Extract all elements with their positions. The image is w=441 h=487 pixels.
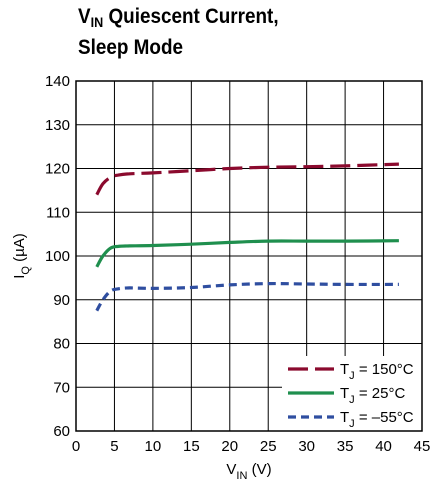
x-axis-label: VIN (V) (226, 461, 271, 482)
x-tick-label: 5 (110, 438, 118, 455)
x-tick-label: 20 (221, 438, 238, 455)
series-line (95, 239, 399, 268)
tick-labels: 0 5 10 15 20 25 30 35 40 45 60 70 80 90 100 110 120 130 14… (45, 73, 430, 455)
series-lines (95, 162, 399, 312)
legend-label: TJ = 25°C (340, 385, 405, 406)
y-tick-label: 140 (45, 73, 70, 90)
y-tick-label: 110 (46, 204, 70, 221)
chart-title-line1: VIN Quiescent Current, (78, 5, 279, 30)
chart-title-line2: Sleep Mode (78, 36, 184, 59)
x-tick-label: 40 (375, 438, 392, 455)
x-tick-label: 30 (298, 438, 315, 455)
y-tick-label: 70 (53, 379, 70, 396)
y-tick-label: 100 (45, 248, 70, 265)
series-line (95, 281, 399, 312)
x-tick-label: 45 (414, 438, 431, 455)
y-tick-label: 80 (53, 336, 70, 353)
axis-labels: VIN (V) IQ (µA) (11, 233, 272, 482)
y-axis-label: IQ (µA) (11, 233, 32, 279)
chart-title: VIN Quiescent Current, Sleep Mode (78, 4, 279, 60)
y-tick-label: 120 (45, 161, 70, 178)
x-tick-label: 35 (337, 438, 354, 455)
y-tick-label: 90 (53, 292, 70, 309)
plot-frame (75, 80, 423, 432)
legend-label: TJ = 150°C (340, 361, 414, 382)
x-tick-label: 0 (72, 438, 80, 455)
legend: TJ = 150°C TJ = 25°C TJ = –55°C (282, 356, 422, 431)
series-line (95, 162, 399, 196)
x-tick-label: 15 (183, 438, 200, 455)
x-tick-label: 25 (260, 438, 277, 455)
y-axis-label-group: IQ (µA) (11, 233, 32, 279)
legend-label: TJ = –55°C (340, 409, 414, 430)
y-tick-label: 60 (53, 423, 70, 440)
x-tick-label: 10 (145, 438, 162, 455)
y-tick-label: 130 (45, 117, 70, 134)
